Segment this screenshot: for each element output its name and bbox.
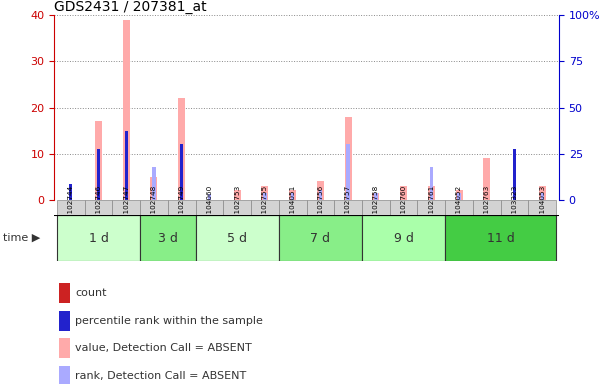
- Text: GSM104060: GSM104060: [206, 185, 212, 230]
- Bar: [400, 186, 407, 200]
- Text: GSM102755: GSM102755: [262, 185, 268, 230]
- Text: GSM102761: GSM102761: [429, 185, 435, 230]
- Bar: [59, 366, 70, 384]
- Text: 5 d: 5 d: [227, 232, 247, 245]
- Bar: [263, 193, 267, 200]
- Bar: [168, 200, 195, 215]
- Text: GDS2431 / 207381_at: GDS2431 / 207381_at: [54, 0, 207, 14]
- Text: GSM102747: GSM102747: [123, 185, 129, 230]
- Bar: [346, 144, 350, 200]
- Bar: [57, 200, 85, 215]
- Bar: [430, 167, 433, 200]
- Bar: [208, 194, 211, 200]
- Text: GSM104051: GSM104051: [290, 185, 296, 230]
- Bar: [541, 193, 544, 200]
- Bar: [513, 149, 516, 200]
- Text: GSM102760: GSM102760: [401, 185, 407, 230]
- Bar: [279, 215, 362, 261]
- Bar: [57, 215, 140, 261]
- Text: GSM102749: GSM102749: [178, 185, 185, 230]
- Text: GSM102746: GSM102746: [96, 185, 102, 230]
- Bar: [457, 193, 461, 200]
- Bar: [178, 98, 185, 200]
- Bar: [307, 200, 334, 215]
- Text: percentile rank within the sample: percentile rank within the sample: [75, 316, 263, 326]
- Bar: [418, 200, 445, 215]
- Bar: [152, 167, 156, 200]
- Text: GSM103323: GSM103323: [511, 185, 517, 230]
- Bar: [291, 193, 294, 200]
- Text: GSM102763: GSM102763: [484, 185, 490, 230]
- Bar: [483, 158, 490, 200]
- Text: GSM104053: GSM104053: [539, 185, 545, 230]
- Bar: [234, 190, 240, 200]
- Bar: [279, 200, 307, 215]
- Bar: [59, 311, 70, 331]
- Bar: [501, 200, 528, 215]
- Text: GSM102753: GSM102753: [234, 185, 240, 230]
- Text: 1 d: 1 d: [88, 232, 108, 245]
- Bar: [95, 121, 102, 200]
- Bar: [69, 188, 72, 200]
- Text: value, Detection Call = ABSENT: value, Detection Call = ABSENT: [75, 343, 252, 353]
- Bar: [473, 200, 501, 215]
- Text: 9 d: 9 d: [394, 232, 413, 245]
- Bar: [317, 181, 324, 200]
- Bar: [97, 149, 100, 200]
- Bar: [289, 190, 296, 200]
- Text: count: count: [75, 288, 107, 298]
- Bar: [445, 200, 473, 215]
- Bar: [125, 131, 127, 200]
- Bar: [140, 215, 195, 261]
- Text: 7 d: 7 d: [310, 232, 331, 245]
- Bar: [528, 200, 556, 215]
- Bar: [112, 200, 140, 215]
- Text: time ▶: time ▶: [3, 233, 40, 243]
- Bar: [150, 177, 157, 200]
- Bar: [123, 20, 130, 200]
- Bar: [224, 200, 251, 215]
- Text: rank, Detection Call = ABSENT: rank, Detection Call = ABSENT: [75, 371, 246, 381]
- Bar: [428, 186, 435, 200]
- Bar: [344, 117, 352, 200]
- Bar: [69, 184, 72, 200]
- Bar: [195, 215, 279, 261]
- Text: GSM102758: GSM102758: [373, 185, 379, 230]
- Bar: [456, 190, 463, 200]
- Bar: [373, 193, 379, 200]
- Bar: [319, 190, 322, 200]
- Bar: [180, 144, 183, 200]
- Bar: [140, 200, 168, 215]
- Bar: [445, 215, 556, 261]
- Text: GSM102757: GSM102757: [345, 185, 351, 230]
- Bar: [69, 184, 72, 200]
- Bar: [334, 200, 362, 215]
- Bar: [513, 156, 516, 200]
- Bar: [374, 193, 377, 200]
- Bar: [195, 200, 224, 215]
- Bar: [59, 338, 70, 358]
- Bar: [261, 186, 269, 200]
- Text: GSM102748: GSM102748: [151, 185, 157, 230]
- Bar: [362, 200, 389, 215]
- Bar: [251, 200, 279, 215]
- Bar: [389, 200, 418, 215]
- Text: GSM102744: GSM102744: [68, 185, 74, 230]
- Bar: [59, 283, 70, 303]
- Text: GSM102756: GSM102756: [317, 185, 323, 230]
- Text: 11 d: 11 d: [487, 232, 514, 245]
- Text: GSM104052: GSM104052: [456, 185, 462, 230]
- Bar: [539, 186, 546, 200]
- Bar: [85, 200, 112, 215]
- Text: 3 d: 3 d: [158, 232, 178, 245]
- Bar: [362, 215, 445, 261]
